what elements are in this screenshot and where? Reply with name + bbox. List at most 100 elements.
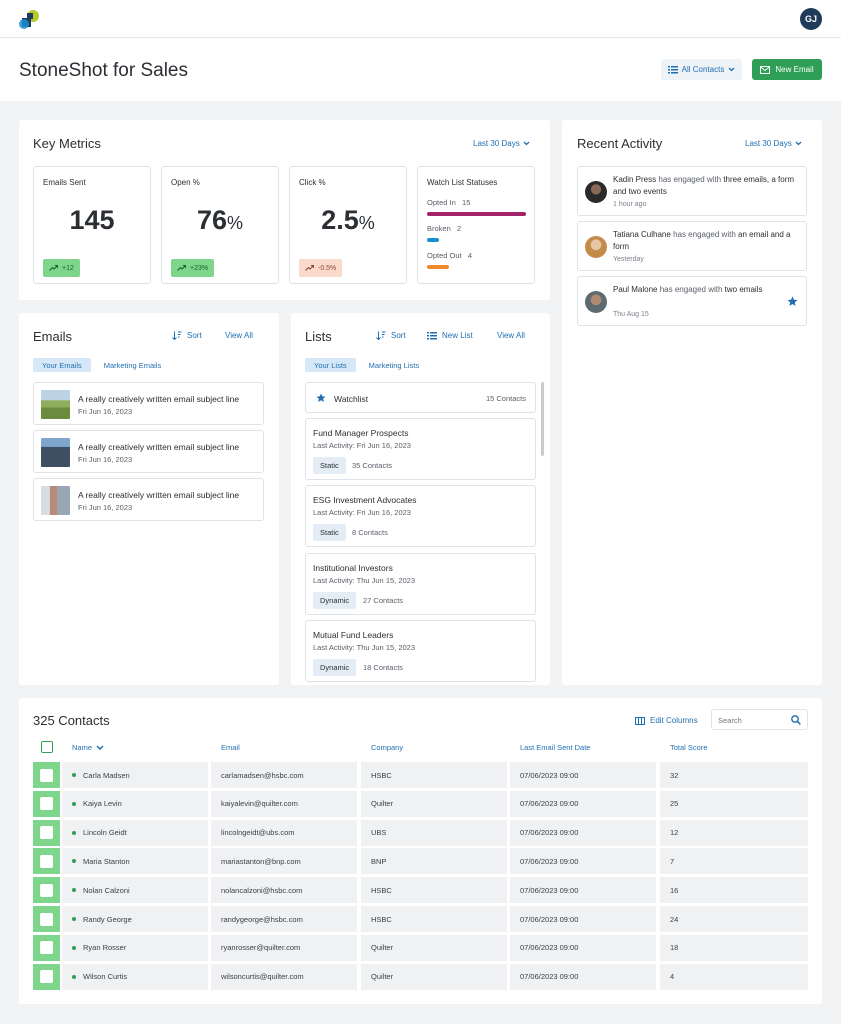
emails-sent-metric: Emails Sent 145 +12 bbox=[33, 166, 151, 284]
column-header-total-score[interactable]: Total Score bbox=[670, 743, 708, 752]
table-row[interactable]: Carla Madsen carlamadsen@hsbc.com HSBC 07/0… bbox=[33, 762, 808, 788]
click-rate-change-badge: -0.5% bbox=[299, 259, 343, 277]
cell-date: 07/06/2023 09:00 bbox=[510, 934, 656, 961]
column-header-last-email-sent[interactable]: Last Email Sent Date bbox=[520, 743, 591, 752]
cell-text[interactable]: Lincoln Geidt bbox=[83, 828, 127, 838]
tab-your-lists[interactable]: Your Lists bbox=[305, 358, 356, 372]
email-item[interactable]: A really creatively written email subjec… bbox=[33, 478, 264, 521]
table-row[interactable]: Nolan Calzoni nolancalzoni@hsbc.com HSBC 07… bbox=[33, 877, 808, 904]
new-list-label: New List bbox=[442, 331, 473, 340]
row-checkbox[interactable] bbox=[33, 819, 60, 846]
cell-text: ryanrosser@quilter.com bbox=[221, 943, 301, 953]
table-row[interactable]: Wilson Curtis wilsoncurtis@quilter.com Qui… bbox=[33, 963, 808, 990]
table-row[interactable]: Randy George randygeorge@hsbc.com HSBC 07/0… bbox=[33, 906, 808, 932]
list-last-activity: Last Activity: Thu Jun 15, 2023 bbox=[313, 643, 416, 652]
cell-company: HSBC bbox=[361, 906, 507, 932]
emails-sort-label: Sort bbox=[187, 331, 202, 340]
table-row[interactable]: Kaiya Levin kaiyalevin@quilter.com Quilter… bbox=[33, 790, 808, 817]
cell-text[interactable]: Kaiya Levin bbox=[83, 799, 122, 809]
cell-text[interactable]: Maria Stanton bbox=[83, 856, 130, 866]
emails-view-all-link[interactable]: View All bbox=[225, 331, 253, 340]
row-checkbox[interactable] bbox=[33, 963, 60, 990]
all-contacts-dropdown[interactable]: All Contacts bbox=[661, 59, 742, 80]
watchlist-item[interactable]: Watchlist 15 Contacts bbox=[305, 382, 536, 413]
column-header-company[interactable]: Company bbox=[371, 743, 404, 752]
list-item[interactable]: Mutual Fund Leaders Last Activity: Thu J… bbox=[305, 620, 536, 682]
key-metrics-title: Key Metrics bbox=[33, 136, 101, 151]
cell-text: nolancalzoni@hsbc.com bbox=[221, 885, 303, 895]
activity-text: Kadin Press has engaged with three email… bbox=[613, 175, 795, 196]
cell-text: lincolngeidt@ubs.com bbox=[221, 828, 295, 838]
list-item[interactable]: ESG Investment Advocates Last Activity: … bbox=[305, 485, 536, 547]
cell-text[interactable]: Carla Madsen bbox=[83, 770, 130, 780]
cell-company: UBS bbox=[361, 819, 507, 846]
column-header-name[interactable]: Name bbox=[72, 743, 104, 752]
activity-item[interactable]: Kadin Press has engaged with three email… bbox=[577, 166, 807, 216]
cell-text: 12 bbox=[670, 828, 679, 838]
cell-text[interactable]: Randy George bbox=[83, 914, 132, 924]
table-row[interactable]: Ryan Rosser ryanrosser@quilter.com Quilter… bbox=[33, 934, 808, 961]
table-row[interactable]: Lincoln Geidt lincolngeidt@ubs.com UBS 07/0… bbox=[33, 819, 808, 846]
activity-item[interactable]: Tatiana Culhane has engaged with an emai… bbox=[577, 221, 807, 271]
recent-activity-range-dropdown[interactable]: Last 30 Days bbox=[745, 139, 802, 148]
activity-item[interactable]: Paul Malone has engaged with two emails … bbox=[577, 276, 807, 326]
row-checkbox[interactable] bbox=[33, 877, 60, 904]
lists-scrollbar[interactable] bbox=[541, 382, 544, 456]
column-header-email[interactable]: Email bbox=[221, 743, 240, 752]
activity-time: Yesterday bbox=[613, 256, 644, 263]
trend-up-icon bbox=[177, 265, 186, 271]
cell-text: HSBC bbox=[371, 770, 392, 780]
key-metrics-range-label: Last 30 Days bbox=[473, 139, 520, 148]
cell-email: randygeorge@hsbc.com bbox=[211, 906, 357, 932]
user-avatar[interactable]: GJ bbox=[800, 8, 822, 30]
email-date: Fri Jun 16, 2023 bbox=[78, 407, 133, 416]
edit-columns-button[interactable]: Edit Columns bbox=[635, 716, 698, 725]
lists-view-all-link[interactable]: View All bbox=[497, 331, 525, 340]
list-item[interactable]: Fund Manager Prospects Last Activity: Fr… bbox=[305, 418, 536, 480]
lists-sort-button[interactable]: Sort bbox=[376, 331, 406, 340]
tab-marketing-emails[interactable]: Marketing Emails bbox=[103, 360, 162, 370]
stoneshot-logo[interactable] bbox=[18, 9, 40, 31]
email-item[interactable]: A really creatively written email subjec… bbox=[33, 430, 264, 473]
star-icon[interactable] bbox=[787, 296, 798, 307]
click-rate-value: 2.5% bbox=[321, 205, 375, 235]
open-rate-value: 76% bbox=[196, 205, 244, 235]
emails-sort-button[interactable]: Sort bbox=[172, 331, 202, 340]
cell-date: 07/06/2023 09:00 bbox=[510, 790, 656, 817]
checkbox-box bbox=[40, 854, 53, 868]
cell-name: Nolan Calzoni bbox=[62, 877, 208, 904]
new-list-button[interactable]: New List bbox=[427, 331, 473, 340]
new-email-button[interactable]: New Email bbox=[752, 59, 822, 80]
row-checkbox[interactable] bbox=[33, 934, 60, 961]
key-metrics-range-dropdown[interactable]: Last 30 Days bbox=[473, 139, 530, 148]
click-rate-metric: Click % 2.5% -0.5% bbox=[289, 166, 407, 284]
status-dot bbox=[72, 830, 76, 835]
top-bar: GJ bbox=[0, 0, 841, 38]
cell-text[interactable]: Wilson Curtis bbox=[83, 972, 128, 982]
search-input[interactable] bbox=[718, 714, 786, 726]
cell-text[interactable]: Ryan Rosser bbox=[83, 943, 127, 953]
opted-in-bar bbox=[427, 212, 526, 216]
list-item[interactable]: Institutional Investors Last Activity: T… bbox=[305, 553, 536, 615]
list-name: ESG Investment Advocates bbox=[313, 495, 417, 505]
opted-out-bar bbox=[427, 265, 449, 269]
list-name: Institutional Investors bbox=[313, 563, 393, 573]
tab-marketing-lists[interactable]: Marketing Lists bbox=[368, 360, 420, 370]
list-contact-count: 27 Contacts bbox=[363, 596, 404, 605]
row-checkbox[interactable] bbox=[33, 790, 60, 817]
row-checkbox[interactable] bbox=[33, 906, 60, 932]
mail-icon bbox=[760, 65, 771, 74]
emails-sent-change-badge: +12 bbox=[43, 259, 80, 277]
select-all-checkbox[interactable] bbox=[41, 741, 53, 753]
tab-your-emails[interactable]: Your Emails bbox=[33, 358, 91, 372]
broken-bar bbox=[427, 238, 439, 242]
table-row[interactable]: Maria Stanton mariastanton@bnp.com BNP 07/0… bbox=[33, 848, 808, 875]
email-item[interactable]: A really creatively written email subjec… bbox=[33, 382, 264, 425]
search-icon[interactable] bbox=[791, 715, 801, 725]
cell-text[interactable]: Nolan Calzoni bbox=[83, 885, 130, 895]
lists-title: Lists bbox=[305, 329, 332, 344]
row-checkbox[interactable] bbox=[33, 762, 60, 788]
lists-tabs: Your Lists Marketing Lists bbox=[305, 358, 428, 372]
row-checkbox[interactable] bbox=[33, 848, 60, 875]
cell-text: 07/06/2023 09:00 bbox=[520, 770, 579, 780]
